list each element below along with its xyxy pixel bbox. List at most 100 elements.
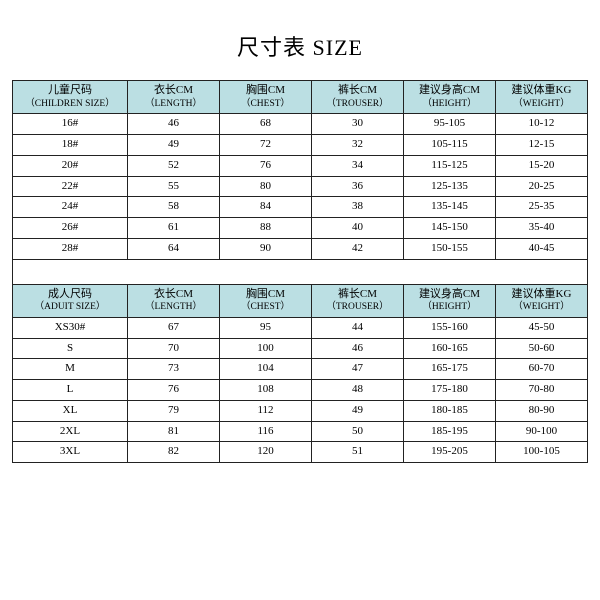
cell: 52: [128, 155, 220, 176]
cell: 100-105: [496, 442, 588, 463]
cell: 112: [220, 400, 312, 421]
cell: 73: [128, 359, 220, 380]
children-header-1: 衣长CM （LENGTH）: [128, 81, 220, 114]
cell: 12-15: [496, 135, 588, 156]
header-cn: 成人尺码: [48, 288, 92, 300]
header-cn: 建议身高CM: [419, 84, 480, 96]
cell: 64: [128, 238, 220, 259]
header-en: （LENGTH）: [131, 98, 216, 110]
cell: 180-185: [404, 400, 496, 421]
header-en: （WEIGHT）: [499, 98, 584, 110]
cell: 24#: [13, 197, 128, 218]
children-header-row: 儿童尺码（CHILDREN SIZE）衣长CM（LENGTH）胸围CM（CHES…: [13, 81, 588, 114]
cell: 108: [220, 380, 312, 401]
adult-row: S7010046160-16550-60: [13, 338, 588, 359]
adult-header-row: 成人尺码（ADUIT SIZE） 衣长CM （LENGTH） 胸围CM （CHEST） 裤…: [13, 284, 588, 317]
cell: 155-160: [404, 317, 496, 338]
cell: 150-155: [404, 238, 496, 259]
children-row: 26#618840145-15035-40: [13, 218, 588, 239]
cell: 116: [220, 421, 312, 442]
cell: 2XL: [13, 421, 128, 442]
cell: 90: [220, 238, 312, 259]
cell: 79: [128, 400, 220, 421]
cell: 20-25: [496, 176, 588, 197]
spacer-cell: [13, 259, 588, 284]
adult-header-3: 裤长CM（TROUSER）: [312, 284, 404, 317]
cell: 145-150: [404, 218, 496, 239]
cell: 47: [312, 359, 404, 380]
cell: 3XL: [13, 442, 128, 463]
children-row: 18#497232105-11512-15: [13, 135, 588, 156]
cell: 48: [312, 380, 404, 401]
header-cn: 建议身高CM: [419, 288, 480, 300]
cell: 195-205: [404, 442, 496, 463]
cell: 40: [312, 218, 404, 239]
adult-header-1: 衣长CM （LENGTH）: [128, 284, 220, 317]
cell: 105-115: [404, 135, 496, 156]
cell: 51: [312, 442, 404, 463]
children-row: 22#558036125-13520-25: [13, 176, 588, 197]
cell: 88: [220, 218, 312, 239]
children-row: 16#46683095-10510-12: [13, 114, 588, 135]
size-table: 儿童尺码（CHILDREN SIZE） 衣长CM （LENGTH） 胸围CM （CHES…: [12, 80, 588, 463]
children-header-0: 儿童尺码（CHILDREN SIZE）: [13, 81, 128, 114]
children-row: 28#649042150-15540-45: [13, 238, 588, 259]
cell: 40-45: [496, 238, 588, 259]
header-cn: 衣长CM: [154, 288, 193, 300]
cell: 58: [128, 197, 220, 218]
cell: 135-145: [404, 197, 496, 218]
cell: 81: [128, 421, 220, 442]
children-header-5: 建议体重KG（WEIGHT）: [496, 81, 588, 114]
cell: 46: [312, 338, 404, 359]
cell: 100: [220, 338, 312, 359]
header-en: （LENGTH）: [131, 302, 216, 314]
cell: 38: [312, 197, 404, 218]
children-row: 24#588438135-14525-35: [13, 197, 588, 218]
cell: 70-80: [496, 380, 588, 401]
cell: 16#: [13, 114, 128, 135]
header-en: （TROUSER）: [315, 302, 400, 314]
cell: 104: [220, 359, 312, 380]
cell: 30: [312, 114, 404, 135]
header-en: （CHEST）: [223, 302, 308, 314]
header-cn: 衣长CM: [154, 84, 193, 96]
cell: M: [13, 359, 128, 380]
cell: 36: [312, 176, 404, 197]
header-cn: 建议体重KG: [512, 288, 572, 300]
cell: 125-135: [404, 176, 496, 197]
children-row: 20#527634115-12515-20: [13, 155, 588, 176]
adult-row: 3XL8212051195-205100-105: [13, 442, 588, 463]
cell: 82: [128, 442, 220, 463]
cell: 45-50: [496, 317, 588, 338]
cell: 20#: [13, 155, 128, 176]
cell: 185-195: [404, 421, 496, 442]
cell: 50-60: [496, 338, 588, 359]
adult-header-4: 建议身高CM （HEIGHT）: [404, 284, 496, 317]
cell: 46: [128, 114, 220, 135]
cell: 160-165: [404, 338, 496, 359]
header-en: （HEIGHT）: [407, 302, 492, 314]
cell: 60-70: [496, 359, 588, 380]
cell: 165-175: [404, 359, 496, 380]
cell: 90-100: [496, 421, 588, 442]
header-cn: 儿童尺码: [48, 84, 92, 96]
cell: 22#: [13, 176, 128, 197]
adult-row: 2XL8111650185-19590-100: [13, 421, 588, 442]
children-header-4: 建议身高CM（HEIGHT）: [404, 81, 496, 114]
cell: 70: [128, 338, 220, 359]
cell: 44: [312, 317, 404, 338]
cell: 28#: [13, 238, 128, 259]
adult-header-0: 成人尺码（ADUIT SIZE）: [13, 284, 128, 317]
cell: 42: [312, 238, 404, 259]
cell: 120: [220, 442, 312, 463]
header-cn: 胸围CM: [246, 288, 285, 300]
header-en: （WEIGHT）: [499, 302, 584, 314]
cell: 50: [312, 421, 404, 442]
adult-row: XS30#679544155-16045-50: [13, 317, 588, 338]
children-header-3: 裤长CM（TROUSER）: [312, 81, 404, 114]
cell: 18#: [13, 135, 128, 156]
spacer-row: [13, 259, 588, 284]
header-cn: 裤长CM: [338, 84, 377, 96]
adult-row: M7310447165-17560-70: [13, 359, 588, 380]
header-en: （CHEST）: [223, 98, 308, 110]
